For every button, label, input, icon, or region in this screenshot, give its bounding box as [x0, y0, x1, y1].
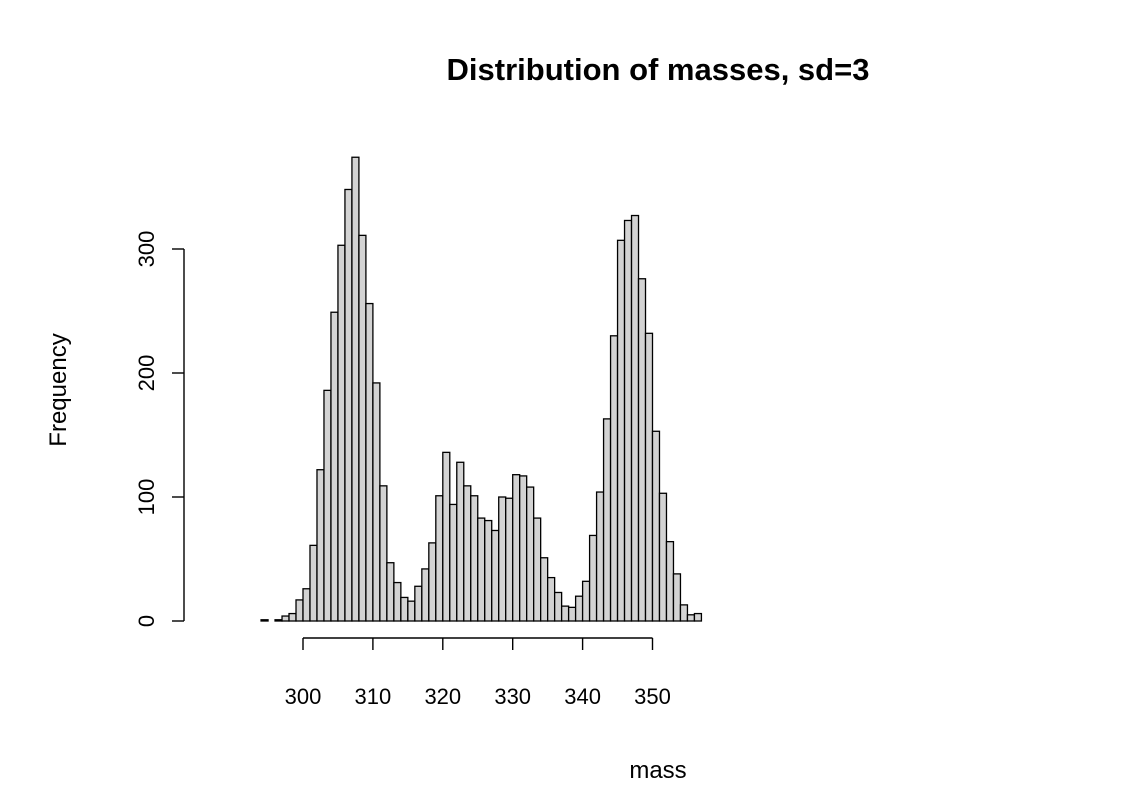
histogram-bar — [651, 430, 661, 622]
histogram-bar — [456, 461, 465, 622]
y-tick-label: 300 — [134, 231, 159, 268]
x-axis: 300 310 320 330 340 350 — [285, 637, 671, 709]
histogram-bar — [609, 335, 619, 622]
histogram-bar — [323, 389, 332, 622]
histogram-bar — [295, 599, 304, 622]
histogram-bar — [581, 580, 591, 622]
histogram-bar — [519, 475, 528, 622]
histogram-bar — [672, 573, 682, 622]
histogram-bar — [302, 588, 311, 622]
histogram-bar — [358, 234, 367, 622]
histogram-bar — [484, 519, 493, 622]
x-tick-label: 320 — [424, 684, 461, 709]
histogram-bar — [260, 619, 269, 622]
x-tick-label: 310 — [355, 684, 392, 709]
histogram-bar — [686, 614, 696, 622]
histogram-bar — [379, 485, 388, 622]
histogram-bar — [477, 517, 486, 622]
y-tick-label: 0 — [134, 615, 159, 627]
histogram-bar — [400, 596, 409, 622]
histogram-bar — [421, 568, 430, 622]
histogram-bar — [693, 612, 703, 622]
histogram-bar — [637, 278, 647, 622]
histogram-bar — [344, 188, 353, 622]
histogram-bar — [309, 544, 318, 622]
y-axis: 0 100 200 300 — [134, 231, 185, 627]
histogram-bar — [574, 595, 584, 622]
chart-title: Distribution of masses, sd=3 — [447, 52, 870, 87]
histogram-bar — [665, 540, 675, 622]
histogram-bar — [281, 615, 290, 622]
histogram-bar — [351, 156, 360, 622]
x-tick-label: 340 — [564, 684, 601, 709]
histogram-bar — [644, 332, 654, 622]
x-tick-label: 330 — [494, 684, 531, 709]
histogram-bar — [616, 239, 626, 622]
histogram-bar — [463, 485, 472, 622]
histogram-bar — [679, 604, 689, 622]
y-tick-label: 200 — [134, 355, 159, 392]
histogram-bar — [547, 576, 556, 622]
histogram-bar — [330, 311, 339, 622]
histogram-bar — [386, 562, 395, 622]
histogram-bar — [658, 492, 668, 622]
histogram-bar — [274, 619, 283, 622]
histogram-bar — [316, 469, 325, 622]
histogram-bars — [260, 156, 703, 622]
histogram-bar — [393, 581, 402, 622]
histogram-bar — [560, 605, 570, 622]
histogram-bar — [337, 244, 346, 622]
histogram-bar — [588, 534, 598, 622]
histogram-bar — [428, 542, 437, 622]
x-axis-label: mass — [629, 757, 686, 784]
histogram-bar — [449, 503, 458, 622]
histogram-bar — [540, 557, 549, 622]
histogram-bar — [512, 474, 521, 622]
histogram-bar — [595, 491, 605, 622]
histogram-bar — [470, 495, 479, 622]
x-tick-label: 300 — [285, 684, 322, 709]
histogram-bar — [498, 496, 507, 622]
y-tick-label: 100 — [134, 479, 159, 516]
histogram-bar — [533, 517, 542, 622]
histogram-bar — [630, 214, 640, 622]
histogram-bar — [414, 585, 423, 622]
histogram-bar — [491, 529, 500, 622]
histogram-bar — [526, 486, 535, 622]
histogram-bar — [435, 495, 444, 622]
histogram-bar — [553, 591, 563, 622]
histogram-bar — [505, 497, 514, 622]
histogram-bar — [372, 382, 381, 622]
histogram-bar — [602, 418, 612, 622]
x-tick-label: 350 — [634, 684, 671, 709]
histogram-bar — [407, 600, 416, 622]
y-axis-label: Frequency — [45, 333, 72, 446]
histogram-bar — [442, 451, 451, 622]
histogram-bar — [567, 606, 577, 622]
histogram-bar — [288, 612, 297, 622]
histogram-bar — [365, 302, 374, 622]
histogram-bar — [623, 219, 633, 622]
